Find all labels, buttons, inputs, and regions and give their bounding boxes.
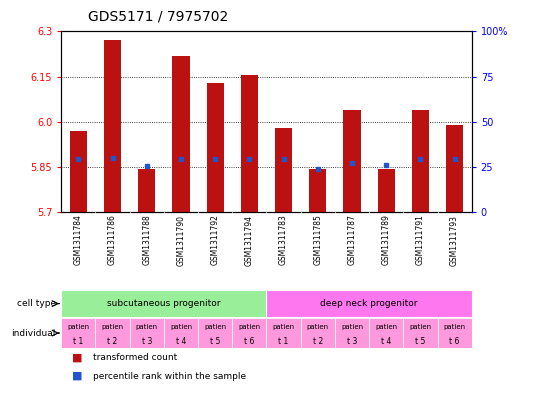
- Bar: [301, 318, 335, 348]
- Text: GSM1311788: GSM1311788: [142, 215, 151, 265]
- Text: t 3: t 3: [347, 337, 357, 346]
- Text: GSM1311785: GSM1311785: [313, 215, 322, 265]
- Text: GDS5171 / 7975702: GDS5171 / 7975702: [88, 9, 228, 24]
- Text: t 4: t 4: [381, 337, 391, 346]
- Bar: [241, 75, 258, 212]
- Text: cell type: cell type: [17, 299, 56, 308]
- Bar: [164, 318, 198, 348]
- Text: patien: patien: [443, 323, 466, 330]
- Bar: [173, 55, 190, 212]
- Bar: [275, 128, 292, 212]
- Text: t 5: t 5: [210, 337, 220, 346]
- Text: t 3: t 3: [142, 337, 152, 346]
- Text: patien: patien: [341, 323, 363, 330]
- Text: t 2: t 2: [313, 337, 323, 346]
- Bar: [438, 318, 472, 348]
- Bar: [378, 169, 395, 212]
- Bar: [232, 318, 266, 348]
- Bar: [207, 83, 224, 212]
- Bar: [130, 318, 164, 348]
- Bar: [446, 125, 463, 212]
- Text: patien: patien: [409, 323, 432, 330]
- Text: t 6: t 6: [449, 337, 460, 346]
- Bar: [335, 318, 369, 348]
- Text: GSM1311790: GSM1311790: [176, 215, 185, 266]
- Text: GSM1311787: GSM1311787: [348, 215, 357, 265]
- Bar: [61, 318, 95, 348]
- Text: t 1: t 1: [278, 337, 289, 346]
- Bar: [61, 290, 266, 317]
- Bar: [266, 318, 301, 348]
- Text: percentile rank within the sample: percentile rank within the sample: [93, 372, 246, 380]
- Text: t 1: t 1: [73, 337, 84, 346]
- Text: t 4: t 4: [176, 337, 186, 346]
- Text: GSM1311792: GSM1311792: [211, 215, 220, 265]
- Text: individual: individual: [12, 329, 56, 338]
- Bar: [70, 131, 87, 212]
- Text: ■: ■: [72, 371, 83, 381]
- Bar: [138, 169, 155, 212]
- Bar: [309, 169, 326, 212]
- Text: patien: patien: [67, 323, 90, 330]
- Text: GSM1311786: GSM1311786: [108, 215, 117, 265]
- Text: t 2: t 2: [108, 337, 118, 346]
- Text: GSM1311783: GSM1311783: [279, 215, 288, 265]
- Text: ■: ■: [72, 353, 83, 363]
- Bar: [369, 318, 403, 348]
- Text: subcutaneous progenitor: subcutaneous progenitor: [107, 299, 221, 307]
- Text: t 5: t 5: [415, 337, 425, 346]
- Text: patien: patien: [375, 323, 397, 330]
- Text: GSM1311784: GSM1311784: [74, 215, 83, 265]
- Text: GSM1311789: GSM1311789: [382, 215, 391, 265]
- Text: transformed count: transformed count: [93, 353, 177, 362]
- Text: deep neck progenitor: deep neck progenitor: [320, 299, 418, 307]
- Bar: [104, 40, 121, 212]
- Text: GSM1311794: GSM1311794: [245, 215, 254, 266]
- Bar: [343, 110, 360, 212]
- Text: GSM1311793: GSM1311793: [450, 215, 459, 266]
- Bar: [95, 318, 130, 348]
- Bar: [403, 318, 438, 348]
- Text: patien: patien: [306, 323, 329, 330]
- Text: GSM1311791: GSM1311791: [416, 215, 425, 265]
- Text: patien: patien: [136, 323, 158, 330]
- Text: patien: patien: [170, 323, 192, 330]
- Text: patien: patien: [101, 323, 124, 330]
- Text: patien: patien: [238, 323, 261, 330]
- Bar: [266, 290, 472, 317]
- Text: patien: patien: [272, 323, 295, 330]
- Text: patien: patien: [204, 323, 227, 330]
- Bar: [198, 318, 232, 348]
- Bar: [412, 110, 429, 212]
- Text: t 6: t 6: [244, 337, 255, 346]
